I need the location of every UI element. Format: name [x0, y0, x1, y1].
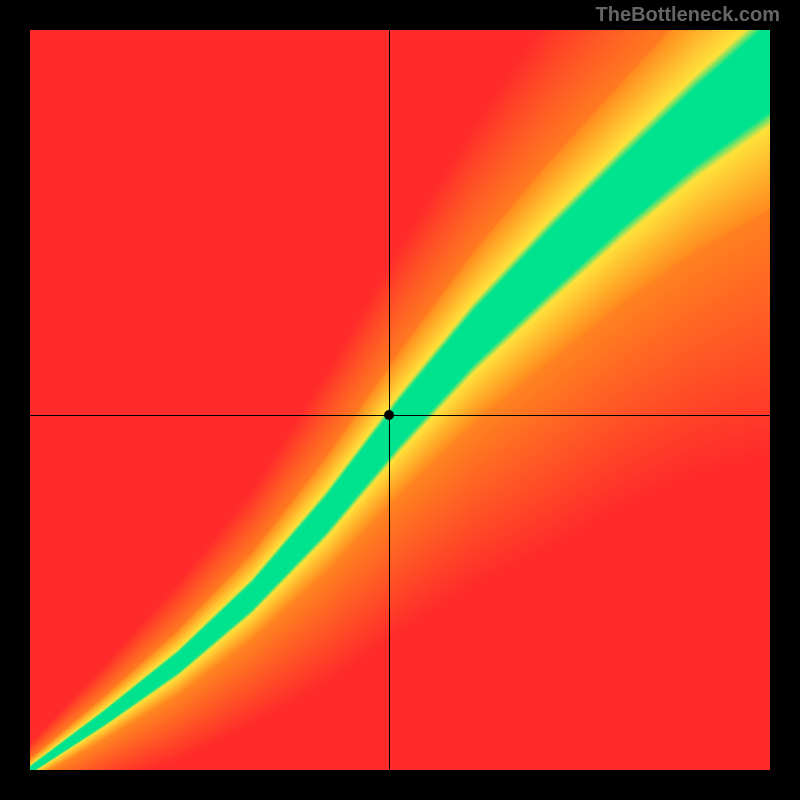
crosshair-vertical	[389, 30, 390, 770]
chart-container: TheBottleneck.com	[0, 0, 800, 800]
crosshair-marker	[384, 410, 394, 420]
heatmap-canvas	[30, 30, 770, 770]
watermark-text: TheBottleneck.com	[596, 4, 780, 27]
crosshair-horizontal	[30, 415, 770, 416]
plot-area	[30, 30, 770, 770]
